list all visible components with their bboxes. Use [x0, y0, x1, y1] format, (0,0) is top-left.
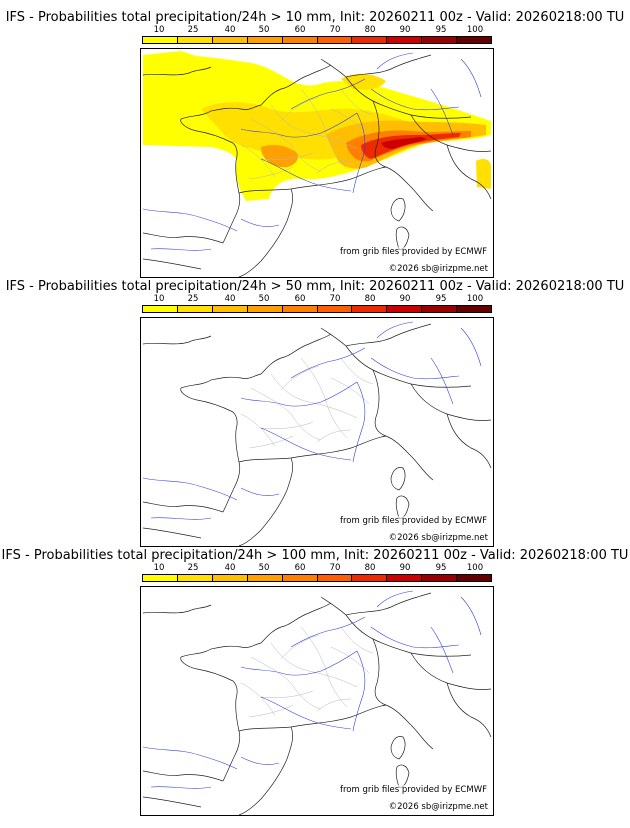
scale-tick-label: 95 — [435, 25, 447, 35]
region-borders — [240, 357, 374, 449]
scale-tick-label: 60 — [294, 294, 306, 304]
color-scale-swatch — [317, 37, 353, 43]
basemap — [142, 51, 492, 277]
forecast-panel: IFS - Probabilities total precipitation/… — [0, 269, 630, 547]
panel-title: IFS - Probabilities total precipitation/… — [5, 10, 625, 25]
scale-tick-label: 80 — [364, 25, 376, 35]
credit-copyright-text: ©2026 sb@irizpme.net — [388, 264, 488, 274]
color-scale-swatch — [177, 575, 213, 581]
scale-tick-label: 100 — [466, 294, 484, 304]
color-scale-swatch — [143, 575, 178, 581]
scale-tick-label: 40 — [224, 25, 236, 35]
scale-tick-label: 70 — [329, 294, 341, 304]
color-scale-swatch — [143, 306, 178, 312]
scale-tick-label: 40 — [224, 563, 236, 573]
color-scale-swatch — [457, 575, 492, 581]
region-borders — [240, 88, 374, 180]
credit-copyright-text: ©2026 sb@irizpme.net — [388, 533, 488, 543]
scale-tick-label: 25 — [187, 563, 199, 573]
credit-copyright: ©2026 sb@irizpme.net — [388, 533, 488, 543]
rivers — [142, 321, 482, 520]
coastlines — [142, 323, 492, 546]
color-scale-swatch — [212, 575, 248, 581]
color-scale-swatch — [457, 306, 492, 312]
scale-tick-label: 70 — [329, 25, 341, 35]
credit-grib-text: from grib files provided by ECMWF — [340, 247, 487, 257]
scale-tick-label: 40 — [224, 294, 236, 304]
panel-title: IFS - Probabilities total precipitation/… — [5, 279, 625, 294]
coastlines — [142, 592, 492, 815]
region-borders — [240, 626, 374, 718]
color-scale-swatch — [422, 575, 458, 581]
color-scale-swatch — [247, 306, 283, 312]
color-scale-swatch — [317, 575, 353, 581]
color-scale-swatch — [247, 37, 283, 43]
credit-grib-text: from grib files provided by ECMWF — [340, 785, 487, 795]
scale-tick-label: 60 — [294, 563, 306, 573]
scale-tick-label: 80 — [364, 563, 376, 573]
scale-tick-label: 50 — [258, 25, 270, 35]
color-scale-bar — [142, 574, 492, 582]
credit-copyright: ©2026 sb@irizpme.net — [388, 264, 488, 274]
color-scale-swatch — [422, 306, 458, 312]
scale-tick-label: 60 — [294, 25, 306, 35]
scale-tick-label: 90 — [399, 563, 411, 573]
map-frame: from grib files provided by ECMWF ©2026 s… — [140, 317, 494, 547]
coastlines — [142, 54, 492, 277]
scale-tick-label: 95 — [435, 563, 447, 573]
color-scale-swatch — [422, 37, 458, 43]
color-scale-swatch — [352, 306, 388, 312]
map-frame: from grib files provided by ECMWF ©2026 s… — [140, 48, 494, 278]
scale-tick-label: 50 — [258, 294, 270, 304]
color-scale-legend: 10 25 40 50 60 70 80 90 95 100 — [142, 295, 492, 313]
credit-grib-source: from grib files provided by ECMWF — [340, 785, 487, 795]
scale-tick-label: 95 — [435, 294, 447, 304]
rivers — [142, 590, 482, 789]
color-scale-swatch — [282, 306, 318, 312]
color-scale-swatch — [143, 37, 178, 43]
color-scale-legend: 10 25 40 50 60 70 80 90 95 100 — [142, 26, 492, 44]
basemap — [142, 321, 492, 546]
scale-tick-label: 100 — [466, 25, 484, 35]
panel-title: IFS - Probabilities total precipitation/… — [1, 548, 629, 563]
scale-tick-label: 80 — [364, 294, 376, 304]
forecast-panel: IFS - Probabilities total precipitation/… — [0, 0, 630, 278]
color-scale-swatch — [177, 37, 213, 43]
scale-tick-label: 50 — [258, 563, 270, 573]
credit-grib-text: from grib files provided by ECMWF — [340, 516, 487, 526]
color-scale-swatch — [282, 37, 318, 43]
color-scale-swatch — [387, 575, 423, 581]
color-scale-bar — [142, 305, 492, 313]
forecast-panel: IFS - Probabilities total precipitation/… — [0, 538, 630, 816]
credit-grib-source: from grib files provided by ECMWF — [340, 516, 487, 526]
credit-grib-source: from grib files provided by ECMWF — [340, 247, 487, 257]
scale-tick-label: 70 — [329, 563, 341, 573]
color-scale-swatch — [247, 575, 283, 581]
color-scale-bar — [142, 36, 492, 44]
color-scale-legend: 10 25 40 50 60 70 80 90 95 100 — [142, 564, 492, 582]
scale-tick-label: 25 — [187, 294, 199, 304]
color-scale-swatch — [317, 306, 353, 312]
color-scale-swatch — [352, 37, 388, 43]
basemap — [142, 590, 492, 815]
credit-copyright-text: ©2026 sb@irizpme.net — [388, 802, 488, 812]
credit-copyright: ©2026 sb@irizpme.net — [388, 802, 488, 812]
rivers — [142, 52, 482, 251]
scale-tick-label: 10 — [153, 294, 165, 304]
map-frame: from grib files provided by ECMWF ©2026 s… — [140, 586, 494, 816]
color-scale-swatch — [212, 37, 248, 43]
color-scale-swatch — [177, 306, 213, 312]
scale-tick-label: 10 — [153, 563, 165, 573]
scale-tick-label: 25 — [187, 25, 199, 35]
color-scale-swatch — [387, 306, 423, 312]
scale-tick-label: 100 — [466, 563, 484, 573]
scale-tick-label: 10 — [153, 25, 165, 35]
color-scale-swatch — [457, 37, 492, 43]
scale-tick-label: 90 — [399, 25, 411, 35]
scale-tick-label: 90 — [399, 294, 411, 304]
color-scale-swatch — [212, 306, 248, 312]
color-scale-swatch — [282, 575, 318, 581]
color-scale-swatch — [387, 37, 423, 43]
color-scale-swatch — [352, 575, 388, 581]
